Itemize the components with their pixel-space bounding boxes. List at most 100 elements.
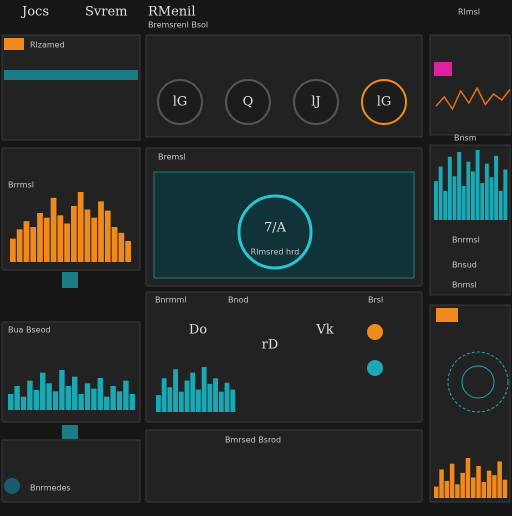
list-item: Bnsud xyxy=(452,261,477,270)
bar xyxy=(167,387,173,412)
bar xyxy=(8,394,14,410)
footer-text: Bnrmedes xyxy=(30,484,71,493)
bar xyxy=(84,209,91,262)
bar xyxy=(471,171,475,220)
panel-title: Bremsl xyxy=(158,153,186,162)
list-item: Bnrmsl xyxy=(452,236,480,245)
indicator xyxy=(367,360,383,376)
panel-title: Bnsm xyxy=(454,134,477,143)
icon xyxy=(62,425,78,439)
header-item: Jocs xyxy=(20,5,49,20)
gauge xyxy=(293,79,339,125)
gauge-value: 7/A xyxy=(264,221,287,236)
bar xyxy=(91,388,97,410)
bar xyxy=(156,395,161,412)
gauge-label: lJ xyxy=(311,95,320,110)
bar xyxy=(224,382,230,412)
bar xyxy=(201,367,207,412)
screen xyxy=(153,171,415,279)
bar xyxy=(465,458,471,498)
header-item: Rlmsl xyxy=(458,8,480,17)
bar xyxy=(14,386,20,410)
bar xyxy=(196,389,201,412)
bar xyxy=(57,215,64,262)
gauge-label: lG xyxy=(377,95,392,110)
bar xyxy=(455,484,460,498)
gauge-label: lG xyxy=(173,95,188,110)
bar xyxy=(20,396,27,410)
header-subtitle: Bremsrenl Bsol xyxy=(148,21,208,30)
bar xyxy=(84,383,91,410)
panel xyxy=(429,34,511,136)
bar xyxy=(59,370,65,410)
bar xyxy=(213,378,218,412)
bar xyxy=(438,166,443,220)
bar xyxy=(484,163,489,220)
panel-title: Bnrmml xyxy=(155,296,187,305)
gauge-label: Q xyxy=(243,95,254,110)
indicator xyxy=(367,324,383,340)
bar xyxy=(434,181,438,220)
gauge-caption: Rlmsred hrd xyxy=(251,248,300,257)
bar xyxy=(492,475,497,498)
bar xyxy=(10,238,16,262)
line xyxy=(435,86,511,111)
bar xyxy=(503,169,508,220)
bar xyxy=(439,469,444,498)
header-item: Svrem xyxy=(85,5,128,20)
bar xyxy=(65,386,72,410)
radar xyxy=(461,365,495,399)
header-item: RMenil xyxy=(148,5,195,20)
bar xyxy=(50,197,57,262)
bar xyxy=(125,241,131,262)
bar xyxy=(184,380,190,412)
bar xyxy=(443,190,448,220)
bar xyxy=(78,394,84,410)
bar xyxy=(23,221,30,262)
bar xyxy=(72,376,78,410)
panel xyxy=(1,439,141,503)
panel-title: Bnod xyxy=(228,296,249,305)
icon xyxy=(436,308,458,322)
bar xyxy=(77,192,84,262)
bar xyxy=(43,217,50,262)
selected-row[interactable] xyxy=(4,70,138,80)
bar xyxy=(178,391,184,412)
bar xyxy=(110,386,116,410)
bar xyxy=(481,482,487,498)
icon xyxy=(434,62,452,76)
bar xyxy=(104,210,111,262)
bar xyxy=(97,378,104,410)
bar xyxy=(104,396,110,410)
panel xyxy=(1,34,141,141)
bar xyxy=(207,383,213,412)
bar xyxy=(480,183,485,220)
bar xyxy=(129,394,136,410)
label: Do xyxy=(189,323,207,338)
bar xyxy=(40,372,46,410)
bar xyxy=(449,463,455,498)
bar xyxy=(71,206,77,262)
bar xyxy=(447,156,452,220)
bar xyxy=(486,470,492,498)
bar xyxy=(502,479,508,498)
bar xyxy=(230,389,236,412)
bar xyxy=(123,380,129,410)
bar xyxy=(118,232,125,262)
gauge xyxy=(361,79,407,125)
icon xyxy=(4,478,20,494)
bar xyxy=(452,176,457,220)
panel-title: Bua Bseod xyxy=(8,326,51,335)
bar xyxy=(494,155,499,220)
panel-title: Brrmsl xyxy=(8,181,34,190)
bar xyxy=(27,380,33,410)
bar xyxy=(46,383,52,410)
bar xyxy=(16,229,23,262)
bar xyxy=(434,486,439,498)
icon xyxy=(62,272,78,288)
panel-title: Brsl xyxy=(368,296,383,305)
bar xyxy=(498,190,503,220)
icon xyxy=(4,38,24,50)
bar xyxy=(91,217,98,262)
